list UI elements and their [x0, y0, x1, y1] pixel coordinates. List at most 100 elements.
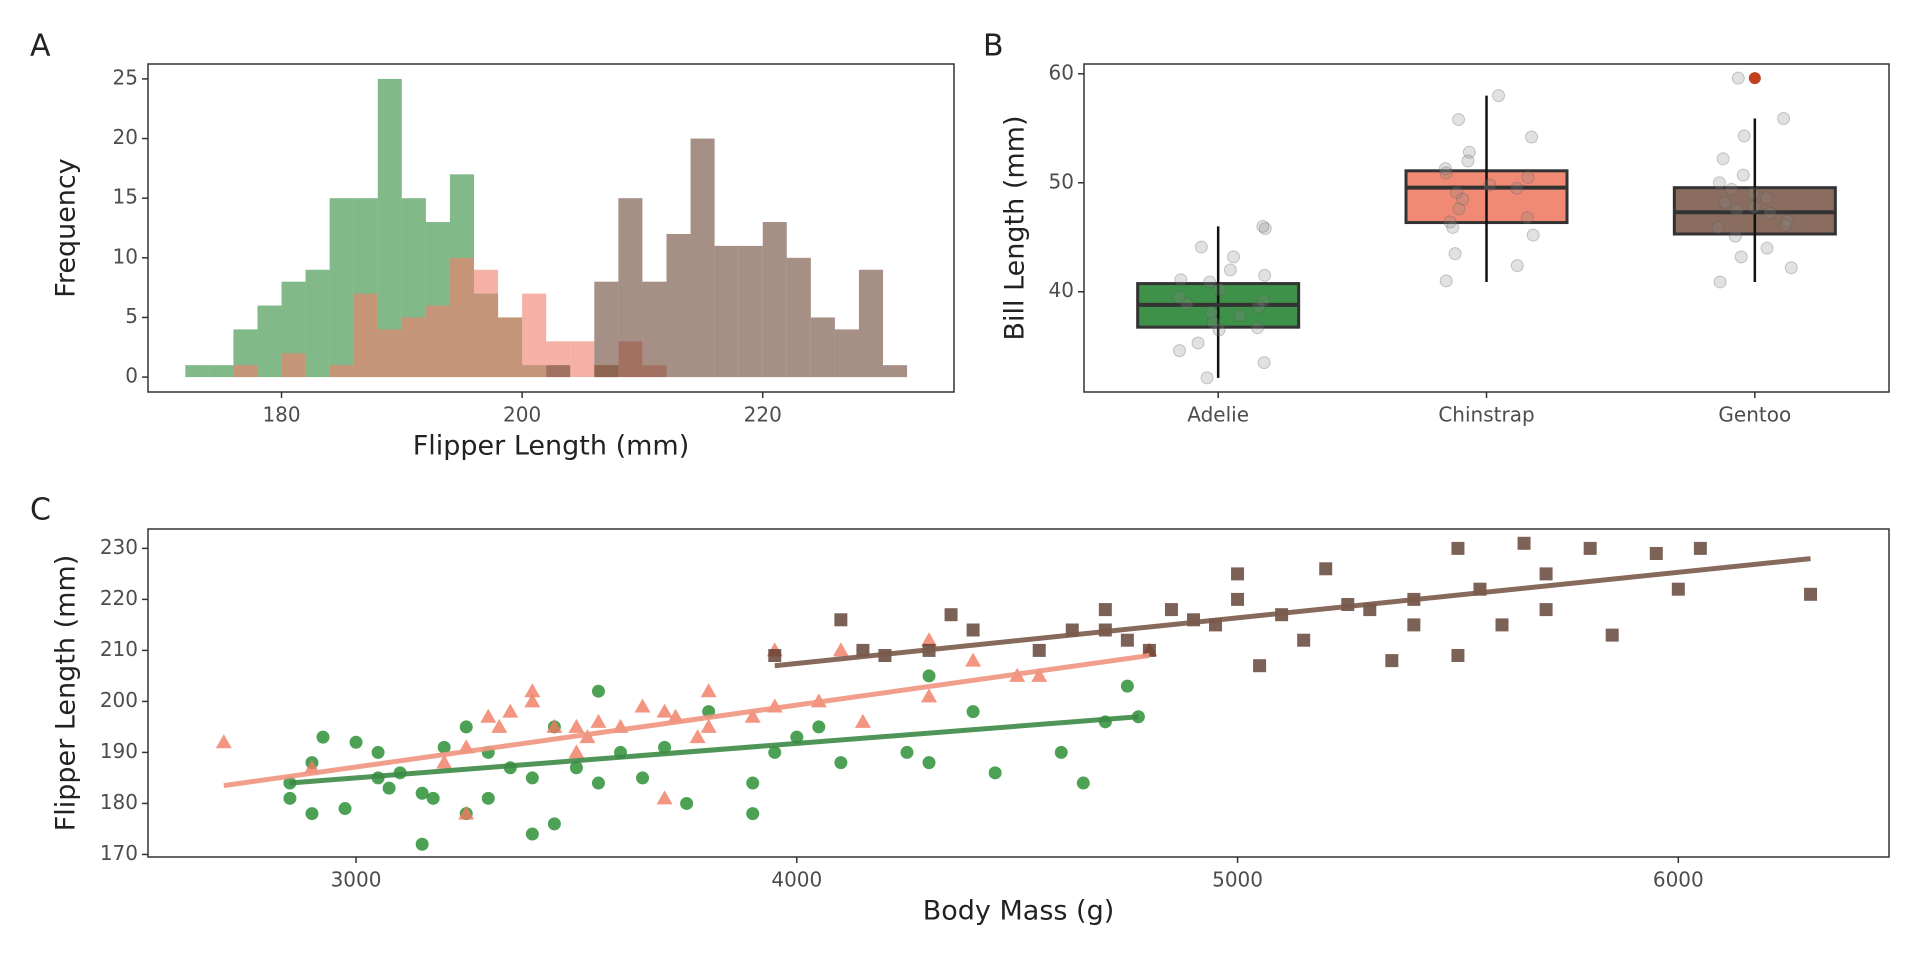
jitter-point	[1174, 273, 1188, 287]
jitter-point	[1731, 71, 1745, 85]
point	[524, 683, 541, 698]
x-tick-label: 6000	[1653, 868, 1704, 892]
jitter-point	[1763, 206, 1777, 220]
x-tick-label: 200	[503, 403, 541, 427]
histogram-bar	[690, 138, 715, 378]
jitter-point	[1256, 219, 1270, 233]
histogram-bar	[474, 269, 499, 378]
y-tick-label: 220	[100, 586, 138, 610]
x-tick-label: 3000	[331, 868, 382, 892]
jitter-point	[1206, 315, 1220, 329]
jitter-point	[1526, 228, 1540, 242]
histogram-bar	[185, 365, 210, 378]
jitter-point	[1520, 211, 1534, 225]
point	[1032, 643, 1046, 657]
point	[680, 796, 694, 810]
point	[1804, 587, 1818, 601]
x-tick-label: 220	[744, 403, 782, 427]
plot-frame	[147, 63, 955, 393]
point	[1451, 541, 1465, 555]
point	[746, 807, 760, 821]
jitter-point	[1737, 129, 1751, 143]
point	[768, 649, 782, 663]
x-tick-label: Chinstrap	[1438, 403, 1534, 427]
jitter-point	[1194, 240, 1208, 254]
point	[1319, 562, 1333, 576]
histogram-bar	[305, 269, 330, 378]
histogram-bar	[810, 317, 835, 378]
point	[922, 756, 936, 770]
point	[1539, 603, 1553, 617]
point	[502, 703, 519, 718]
y-axis-title: Frequency	[51, 158, 82, 298]
jitter-point	[1439, 166, 1453, 180]
plot-frame	[1083, 63, 1890, 393]
jitter-point	[1191, 336, 1205, 350]
jitter-point	[1777, 111, 1791, 125]
jitter-point	[1213, 283, 1227, 297]
histogram-bar	[858, 269, 884, 378]
point	[854, 713, 871, 728]
point	[437, 740, 451, 754]
x-tick-label: 5000	[1212, 868, 1263, 892]
point	[547, 817, 561, 831]
point	[338, 802, 352, 816]
point	[768, 745, 782, 759]
point	[988, 766, 1002, 780]
y-tick-label: 40	[1049, 278, 1074, 302]
point	[1253, 659, 1267, 673]
point	[568, 718, 585, 733]
jitter-point	[1510, 181, 1524, 195]
point	[546, 718, 563, 733]
jitter-point	[1779, 218, 1793, 232]
jitter-point	[1760, 241, 1774, 255]
point	[371, 745, 385, 759]
point	[658, 740, 672, 754]
point	[746, 776, 760, 790]
point	[436, 754, 453, 769]
histogram-bar	[257, 305, 282, 378]
jitter-point	[1251, 321, 1265, 335]
point	[1098, 603, 1112, 617]
histogram-bar	[618, 198, 643, 378]
jitter-point	[1258, 222, 1272, 236]
histogram-bar	[594, 281, 619, 378]
y-tick-label: 5	[125, 304, 138, 328]
point	[636, 771, 650, 785]
outlier	[1748, 72, 1761, 85]
jitter-point	[1203, 275, 1217, 289]
x-tick-label: Adelie	[1187, 403, 1249, 427]
histogram-bar	[209, 365, 234, 378]
histogram-bar	[377, 78, 402, 378]
point	[965, 652, 982, 667]
point	[689, 729, 706, 744]
panel-label: C	[30, 493, 51, 528]
point	[591, 684, 605, 698]
x-tick-label: Gentoo	[1718, 403, 1791, 427]
jitter-point	[1718, 195, 1732, 209]
histogram-bar	[786, 257, 811, 378]
y-tick-label: 20	[113, 125, 138, 149]
histogram-bar	[762, 222, 787, 378]
y-tick-label: 0	[125, 364, 138, 388]
point	[568, 744, 585, 759]
point	[856, 643, 870, 657]
y-tick-label: 170	[100, 841, 138, 865]
histogram-bar	[642, 281, 667, 378]
jitter-point	[1204, 305, 1218, 319]
histogram-bar	[329, 198, 354, 378]
point	[1054, 745, 1068, 759]
jitter-point	[1780, 214, 1794, 228]
y-tick-label: 180	[100, 790, 138, 814]
point	[1495, 618, 1509, 632]
histogram-bar	[449, 257, 475, 378]
point	[1649, 546, 1663, 560]
y-tick-label: 190	[100, 739, 138, 763]
jitter-point	[1443, 215, 1457, 229]
jitter-point	[1172, 344, 1186, 358]
y-tick-label: 60	[1049, 60, 1074, 84]
jitter-point	[1747, 200, 1761, 214]
y-axis-title: Flipper Length (mm)	[51, 555, 82, 832]
jitter-point	[1730, 203, 1744, 217]
point	[480, 708, 497, 723]
